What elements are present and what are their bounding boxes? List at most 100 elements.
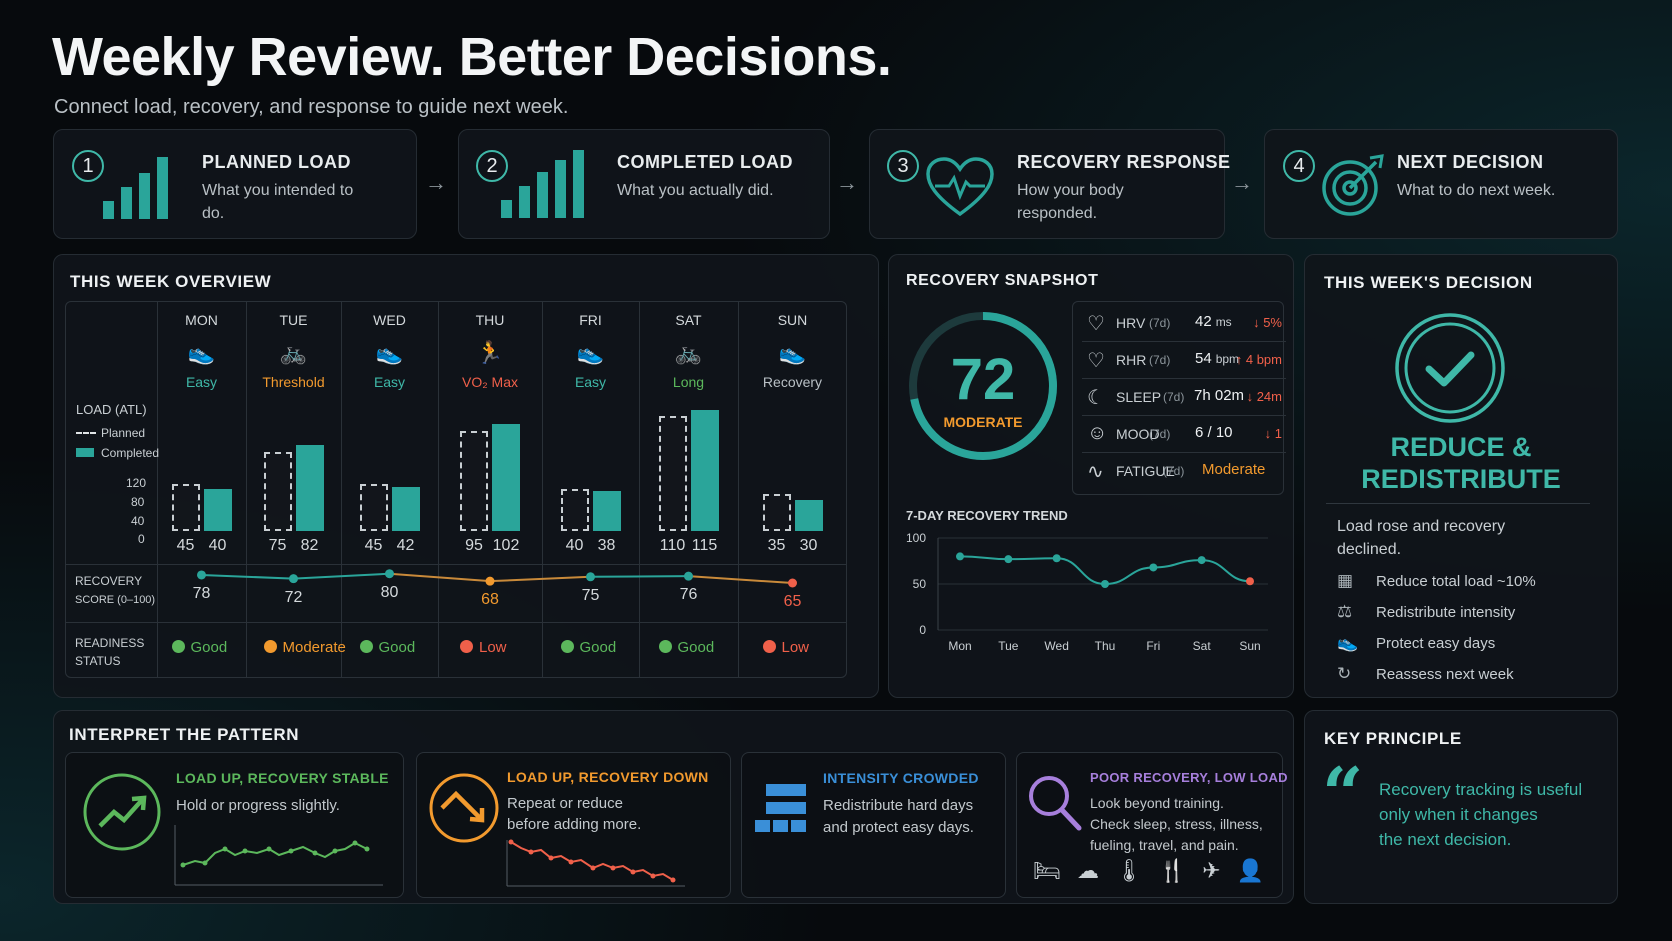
metric-value: 6 / 10: [1195, 424, 1233, 441]
readiness-label: Low: [781, 639, 810, 656]
recovery-point: [385, 569, 394, 579]
recovery-point: [197, 570, 206, 580]
bed-icon: 🛏: [1033, 858, 1077, 883]
legend-planned-label: Planned: [101, 426, 146, 440]
step-title: RECOVERY RESPONSE: [1017, 152, 1231, 172]
cloud-icon: ☁: [1076, 858, 1115, 883]
status-dot: [359, 640, 373, 653]
recovery-point: [485, 576, 495, 586]
column-divider: [438, 302, 439, 677]
axis-tick: 120: [126, 476, 147, 490]
metric-change: ↑ 4 bpm: [1235, 352, 1282, 367]
status-dot: [263, 640, 277, 653]
calendar-icon: ▦: [1337, 571, 1354, 590]
metric-period: (7d): [1149, 427, 1171, 441]
readiness-label: Good: [378, 639, 416, 656]
decision-summary: Load rose and recovery declined.: [1337, 518, 1506, 558]
decision-item: Reduce total load ~10%: [1376, 573, 1536, 590]
recovery-trend-chart: 100 50 0 Mon Tue Wed Thu Fri Sat Sun: [906, 531, 1268, 653]
decision-headline: REDISTRIBUTE: [1361, 464, 1561, 494]
blocks-icon: [755, 784, 806, 832]
panel-title: INTERPRET THE PATTERN: [69, 725, 300, 744]
column-divider: [341, 302, 342, 677]
metric-row: ☺ MOOD (7d) 6 / 10 ↓ 1: [1087, 418, 1286, 454]
completed-value: 115: [691, 537, 718, 554]
mini-trend-stable: [174, 825, 383, 886]
panel-title: THIS WEEK'S DECISION: [1324, 273, 1533, 292]
decision-headline: REDUCE &: [1390, 432, 1532, 462]
metric-value: 7h 02m: [1194, 387, 1244, 404]
day-label: MON: [185, 312, 218, 328]
planned-bar: [263, 452, 292, 531]
step-number: 2: [476, 150, 508, 182]
scale-icon: ⚖: [1337, 602, 1353, 621]
step-subtitle: What you intended to do.: [202, 182, 354, 222]
shoe-icon: 👟: [1337, 633, 1359, 652]
principle-quote: Recovery tracking is useful only when it…: [1379, 777, 1582, 852]
shoe-icon: 👟: [778, 340, 807, 365]
quote-line: only when it changes: [1379, 805, 1538, 824]
quote-line: Recovery tracking is useful: [1379, 780, 1583, 799]
completed-bar: [592, 491, 621, 531]
readiness-label: Good: [190, 639, 228, 656]
metric-row: ♡ RHR (7d) 54 bpm ↑ 4 bpm: [1087, 344, 1286, 380]
moon-icon: ☾: [1087, 387, 1105, 409]
completed-value: 40: [208, 537, 227, 554]
trend-point: [1246, 577, 1254, 586]
workout-type: Easy: [574, 374, 607, 390]
metric-change: ↓ 1: [1264, 426, 1282, 441]
metric-label: MOOD: [1116, 426, 1160, 442]
metric-period: (7d): [1163, 390, 1185, 404]
planned-bar: [359, 483, 388, 531]
metric-number: 42: [1195, 313, 1212, 330]
shoe-icon: 👟: [187, 340, 216, 365]
metric-row: ∿ FATIGUE (7d) Moderate: [1087, 455, 1286, 491]
metric-number: 6 / 10: [1195, 424, 1233, 441]
completed-value: 30: [799, 537, 818, 554]
bar-chart-icon: [103, 157, 168, 219]
panel-title: KEY PRINCIPLE: [1324, 729, 1462, 748]
recovery-snapshot-panel: [888, 254, 1294, 698]
metric-change: ↓ 5%: [1253, 315, 1282, 330]
metric-label: FATIGUE: [1116, 463, 1175, 479]
metrics-box: [1072, 301, 1284, 495]
arrow-right-icon: →: [836, 170, 858, 195]
completed-bar: [690, 410, 719, 531]
metric-value: Moderate: [1202, 461, 1265, 478]
metric-number: 54: [1195, 350, 1212, 367]
completed-value: 102: [492, 537, 520, 554]
pattern-subtitle: Repeat or reduce: [507, 795, 623, 812]
pattern-subtitle: fueling, travel, and pain.: [1090, 837, 1239, 853]
pattern-subtitle: and protect easy days.: [823, 819, 974, 836]
axis-tick: 40: [131, 514, 145, 528]
metric-value: 42 ms: [1195, 313, 1232, 330]
step-number: 3: [887, 150, 919, 182]
status-dot: [560, 640, 574, 653]
pattern-subtitle: Look beyond training.: [1090, 795, 1224, 811]
workout-type: Threshold: [262, 374, 325, 390]
heart-pulse-icon: [926, 157, 994, 217]
trend-point: [1149, 563, 1158, 572]
row-divider: [66, 564, 846, 565]
trend-point: [1197, 556, 1206, 565]
panel-title: THIS WEEK OVERVIEW: [70, 272, 272, 291]
recovery-label-line: RECOVERY: [75, 574, 143, 588]
status-dot: [762, 640, 776, 653]
heart-icon: ♡: [1087, 350, 1105, 372]
person-plus-icon: 👤: [1236, 858, 1281, 883]
readiness-label: Good: [579, 639, 617, 656]
day-label: SUN: [777, 312, 808, 328]
smile-icon: ☺: [1087, 422, 1108, 444]
metric-label: SLEEP: [1116, 389, 1162, 405]
metric-label: HRV: [1116, 315, 1146, 331]
readiness-status-label: READINESS STATUS: [75, 634, 144, 670]
metric-period: (7d): [1149, 316, 1171, 330]
metric-label: RHR: [1116, 352, 1147, 368]
planned-value: 110: [659, 537, 686, 554]
axis-tick: 0: [138, 532, 145, 546]
quote-line: the next decision.: [1379, 830, 1512, 849]
readiness-label: Low: [479, 639, 507, 656]
pattern-title: LOAD UP, RECOVERY DOWN: [507, 769, 709, 785]
pattern-subtitle: Redistribute hard days: [823, 797, 974, 814]
day-label: SAT: [675, 312, 702, 328]
